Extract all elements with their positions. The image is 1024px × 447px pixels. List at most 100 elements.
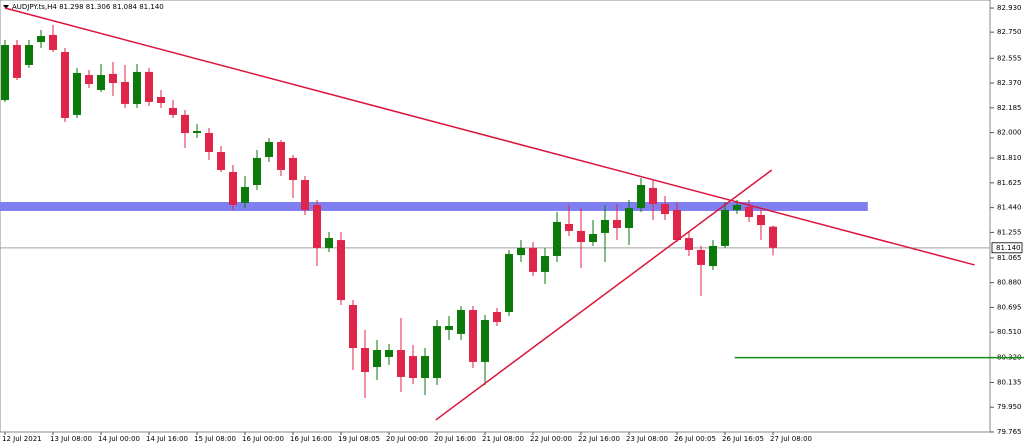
candle-body [565,223,573,231]
candle-body [577,230,585,243]
candle-body [313,204,321,248]
candle-body [97,75,105,91]
candle-body [445,326,453,330]
candle-body [1,45,9,101]
candle-body [661,204,669,215]
y-tick-label: 82.750 [997,28,1022,36]
candle-body [421,356,429,379]
y-tick-label: 82.370 [997,79,1022,87]
y-tick-label: 81.625 [997,179,1022,187]
candle-body [649,187,657,205]
x-tick-label: 16 Jul 00:00 [242,435,284,443]
candle-body [49,34,57,50]
candle-body [481,320,489,362]
candle-body [697,249,705,265]
candle-body [109,73,117,84]
x-tick-label: 19 Jul 08:05 [338,435,380,443]
candle-body [145,71,153,102]
menu-arrow [3,5,9,9]
candle-body [505,253,513,312]
candle-body [589,234,597,243]
y-tick-label: 82.930 [997,4,1022,12]
candle-body [205,133,213,153]
y-tick-label: 79.950 [997,403,1022,411]
candle-body [301,180,309,211]
candle-body [769,226,777,248]
candle-body [385,350,393,357]
y-tick-label: 80.880 [997,279,1022,287]
candle-body [361,348,369,372]
candle-body [673,210,681,241]
x-tick-label: 23 Jul 08:00 [626,435,668,443]
candle-body [553,221,561,256]
candle-body [241,186,249,203]
candle-body [157,96,165,104]
x-tick-label: 20 Jul 16:00 [434,435,476,443]
current-price-box [991,242,1023,254]
x-tick-label: 13 Jul 08:00 [50,435,92,443]
candle-body [469,309,477,362]
candle-body [625,208,633,228]
candle-body [721,210,729,246]
candle-body [289,157,297,181]
trendline [435,169,773,421]
candle-body [193,131,201,134]
x-tick-label: 14 Jul 00:00 [98,435,140,443]
candle-body [73,73,81,115]
candle-body [133,71,141,104]
candle-body [601,219,609,233]
x-tick-label: 26 Jul 00:05 [674,435,716,443]
candle-body [757,214,765,226]
candle-body [169,107,177,115]
y-tick-label: 82.555 [997,54,1022,62]
candle-body [709,245,717,267]
x-tick-label: 16 Jul 16:00 [290,435,332,443]
candle-body [745,206,753,218]
y-tick-label: 82.000 [997,129,1022,137]
candle-body [685,238,693,250]
candle-body [181,114,189,134]
x-tick-label: 14 Jul 16:00 [146,435,188,443]
candle-body [37,36,45,43]
x-tick-label: 22 Jul 16:00 [578,435,620,443]
y-tick-label: 81.440 [997,204,1022,212]
candle-body [349,305,357,349]
candle-body [25,45,33,65]
candle-body [61,51,69,119]
y-tick-label: 80.510 [997,328,1022,336]
candle-body [613,219,621,228]
y-tick-label: 82.185 [997,104,1022,112]
candle-body [529,247,537,272]
candle-body [277,141,285,170]
x-tick-label: 20 Jul 00:00 [386,435,428,443]
x-tick-label: 15 Jul 08:00 [194,435,236,443]
x-tick-label: 12 Jul 2021 [2,435,42,443]
candle-body [265,141,273,157]
y-tick-label: 81.255 [997,228,1022,236]
candle-body [85,75,93,84]
candle-body [121,81,129,104]
candle-body [373,350,381,368]
candle-body [253,157,261,185]
candle-body [337,240,345,301]
zone-band [0,202,868,211]
candle-body [325,238,333,248]
plot-frame [0,0,991,433]
x-tick-label: 22 Jul 00:00 [530,435,572,443]
trendline [4,7,975,266]
current-price-label: 81.140 [996,244,1021,252]
x-tick-label: 26 Jul 16:05 [722,435,764,443]
candle-body [493,311,501,323]
candle-body [457,309,465,334]
x-tick-label: 27 Jul 08:00 [770,435,812,443]
y-tick-label: 81.810 [997,154,1022,162]
candle-body [433,326,441,379]
candle-body [733,204,741,211]
candle-body [397,350,405,377]
y-tick-label: 81.065 [997,254,1022,262]
x-tick-label: 21 Jul 08:00 [482,435,524,443]
candle-body [229,171,237,205]
candle-body [541,255,549,272]
y-tick-label: 79.765 [997,428,1022,436]
